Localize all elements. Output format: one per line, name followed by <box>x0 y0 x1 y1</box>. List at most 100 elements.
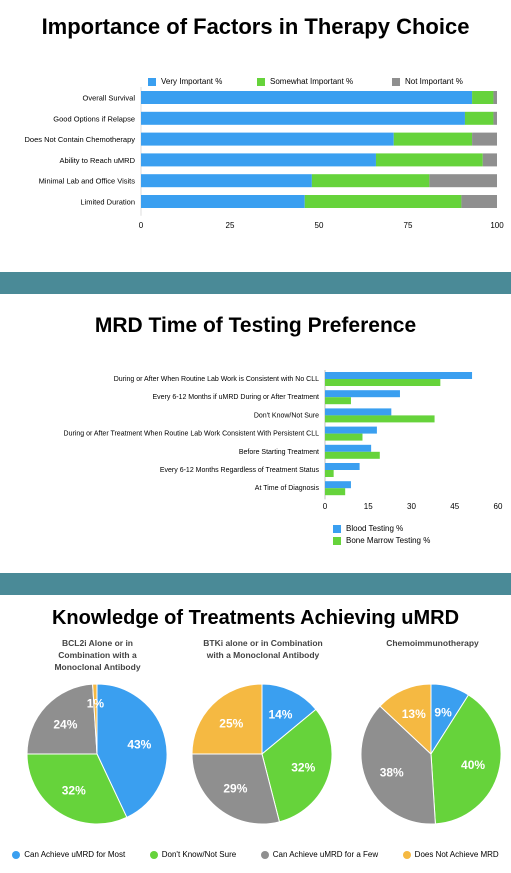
chart1-category-label: Does Not Contain Chemotherapy <box>25 135 136 144</box>
legend-swatch <box>333 524 341 533</box>
chart3-legend-item: Does Not Achieve MRD <box>402 850 499 859</box>
chart1-category-label: Good Options if Relapse <box>53 114 135 123</box>
chart1-x-tick-label: 0 <box>139 221 144 230</box>
chart1-legend-item: Somewhat Important % <box>257 77 353 86</box>
pie-slice-label: 32% <box>62 784 86 798</box>
chart1-bar-3 <box>429 174 497 188</box>
chart1-bar-3 <box>493 111 497 125</box>
chart1-category-label: Limited Duration <box>80 198 135 207</box>
pie-title-line: BTKi alone or in Combination <box>203 638 323 648</box>
section-divider-2 <box>0 573 511 595</box>
chart1-bar-3 <box>472 132 497 146</box>
legend-label: Don't Know/Not Sure <box>161 850 237 859</box>
chart1-category-label: Minimal Lab and Office Visits <box>39 177 136 186</box>
chart2-category-label: Every 6-12 Months if uMRD During or Afte… <box>152 394 319 401</box>
chart2-bar-1 <box>325 444 372 452</box>
pie-slice-label: 38% <box>380 765 404 779</box>
chart1-x-tick-label: 25 <box>226 221 235 230</box>
chart1-legend-item: Very Important % <box>148 77 222 86</box>
legend-dot <box>402 850 411 859</box>
chart2-bar-1 <box>325 426 377 434</box>
pie-slice-label: 14% <box>268 708 292 722</box>
chart2-bar-2 <box>325 397 351 405</box>
chart1-bar-3 <box>461 195 497 208</box>
chart1-category-label: Overall Survival <box>82 94 135 103</box>
chart2-bar-1 <box>325 390 400 398</box>
legend-dot <box>260 850 269 859</box>
pie-title: BCL2i Alone or in Combination with a Monoc… <box>20 637 175 673</box>
legend-label: Can Achieve uMRD for a Few <box>272 850 379 859</box>
chart2-x-tick-label: 15 <box>364 502 373 511</box>
legend-label: Can Achieve uMRD for Most <box>24 850 126 859</box>
pie-slice <box>430 694 502 825</box>
pie-slice-label: 9% <box>434 705 452 719</box>
chart2-bar-2 <box>325 379 441 386</box>
pie-title: BTKi alone or in Combination with a Monoc… <box>178 637 348 661</box>
pie-slice <box>261 683 317 756</box>
pie-slice-label: 1% <box>87 697 105 711</box>
chart2-bar-1 <box>325 408 392 416</box>
chart2-category-label: At Time of Diagnosis <box>255 485 320 492</box>
chart2-bar-2 <box>325 488 346 496</box>
chart3-title: Knowledge of Treatments Achieving uMRD <box>51 607 460 629</box>
pie-slice-label: 43% <box>127 738 151 752</box>
chart1-bar-2 <box>375 153 483 167</box>
pie-slice <box>96 683 168 819</box>
chart2-legend-item: Bone Marrow Testing % <box>333 536 430 545</box>
legend-label: Blood Testing % <box>346 524 404 533</box>
chart1-title: Importance of Factors in Therapy Choice <box>41 14 470 39</box>
chart2-bar-1 <box>325 481 351 489</box>
chart1-bar-1 <box>141 91 473 104</box>
chart2-bar-2 <box>325 415 435 423</box>
pie-slice-label: 13% <box>402 707 426 721</box>
pie-slice-label: 40% <box>461 758 485 772</box>
chart1-bar-2 <box>393 132 473 146</box>
pie-slice <box>92 683 98 755</box>
pie-slice-label: 24% <box>53 717 77 731</box>
chart1-bar-1 <box>141 132 394 146</box>
chart1-bar-2 <box>311 174 430 188</box>
chart2-category-label: During or After Treatment When Routine L… <box>64 431 320 438</box>
chart2-category-label: Every 6-12 Months Regardless of Treatmen… <box>160 467 320 474</box>
pie-title-line: Chemoimmunotherapy <box>386 638 479 648</box>
chart2-x-tick-label: 30 <box>407 502 416 511</box>
pie-title: Chemoimmunotherapy <box>355 637 510 649</box>
legend-dot <box>12 850 21 859</box>
legend-label: Bone Marrow Testing % <box>346 536 431 545</box>
chart1-bar-3 <box>493 91 497 104</box>
pie-slice <box>379 683 432 756</box>
chart3-legend: Can Achieve uMRD for Most Don't Know/Not … <box>0 850 511 859</box>
chart1-bar-2 <box>304 195 462 208</box>
pie-slice <box>261 708 333 823</box>
chart1-x-tick-label: 50 <box>315 221 324 230</box>
pie-title-line: BCL2i Alone or in <box>62 638 133 648</box>
pie-title-line: Combination with a <box>58 650 137 660</box>
legend-label: Does Not Achieve MRD <box>414 850 499 859</box>
chart2-bar-2 <box>325 433 363 441</box>
chart2-bar-1 <box>325 372 473 379</box>
chart1-category-label: Ability to Reach uMRD <box>60 156 136 165</box>
chart1-bar-3 <box>482 153 497 167</box>
chart1-plot: Overall Survival Good Options if Relapse D… <box>25 87 504 230</box>
pie-slice <box>26 683 98 755</box>
chart2-bar-2 <box>325 451 380 459</box>
chart3-legend-item: Can Achieve uMRD for Most <box>12 850 125 859</box>
legend-dot <box>149 850 158 859</box>
chart2-legend-item: Blood Testing % <box>333 524 403 533</box>
pie-slice <box>26 753 128 825</box>
chart2-category-label: Before Starting Treatment <box>239 449 319 456</box>
pie-slice-label: 29% <box>223 781 247 795</box>
chart1-bar-2 <box>472 91 494 104</box>
pie-slice-label: 32% <box>291 760 315 774</box>
chart1-bar-1 <box>141 153 376 167</box>
chart1-bar-1 <box>141 174 312 188</box>
chart3-legend-item: Can Achieve uMRD for a Few <box>260 850 379 859</box>
pie-slice <box>191 683 263 755</box>
pie-slice <box>360 705 436 825</box>
pie-title-line: Monoclonal Antibody <box>54 662 141 672</box>
chart2-bar-1 <box>325 463 360 470</box>
chart2-category-label: Don't Know/Not Sure <box>254 412 319 419</box>
chart1-bar-2 <box>464 111 494 125</box>
legend-label: Not Important % <box>405 77 463 86</box>
